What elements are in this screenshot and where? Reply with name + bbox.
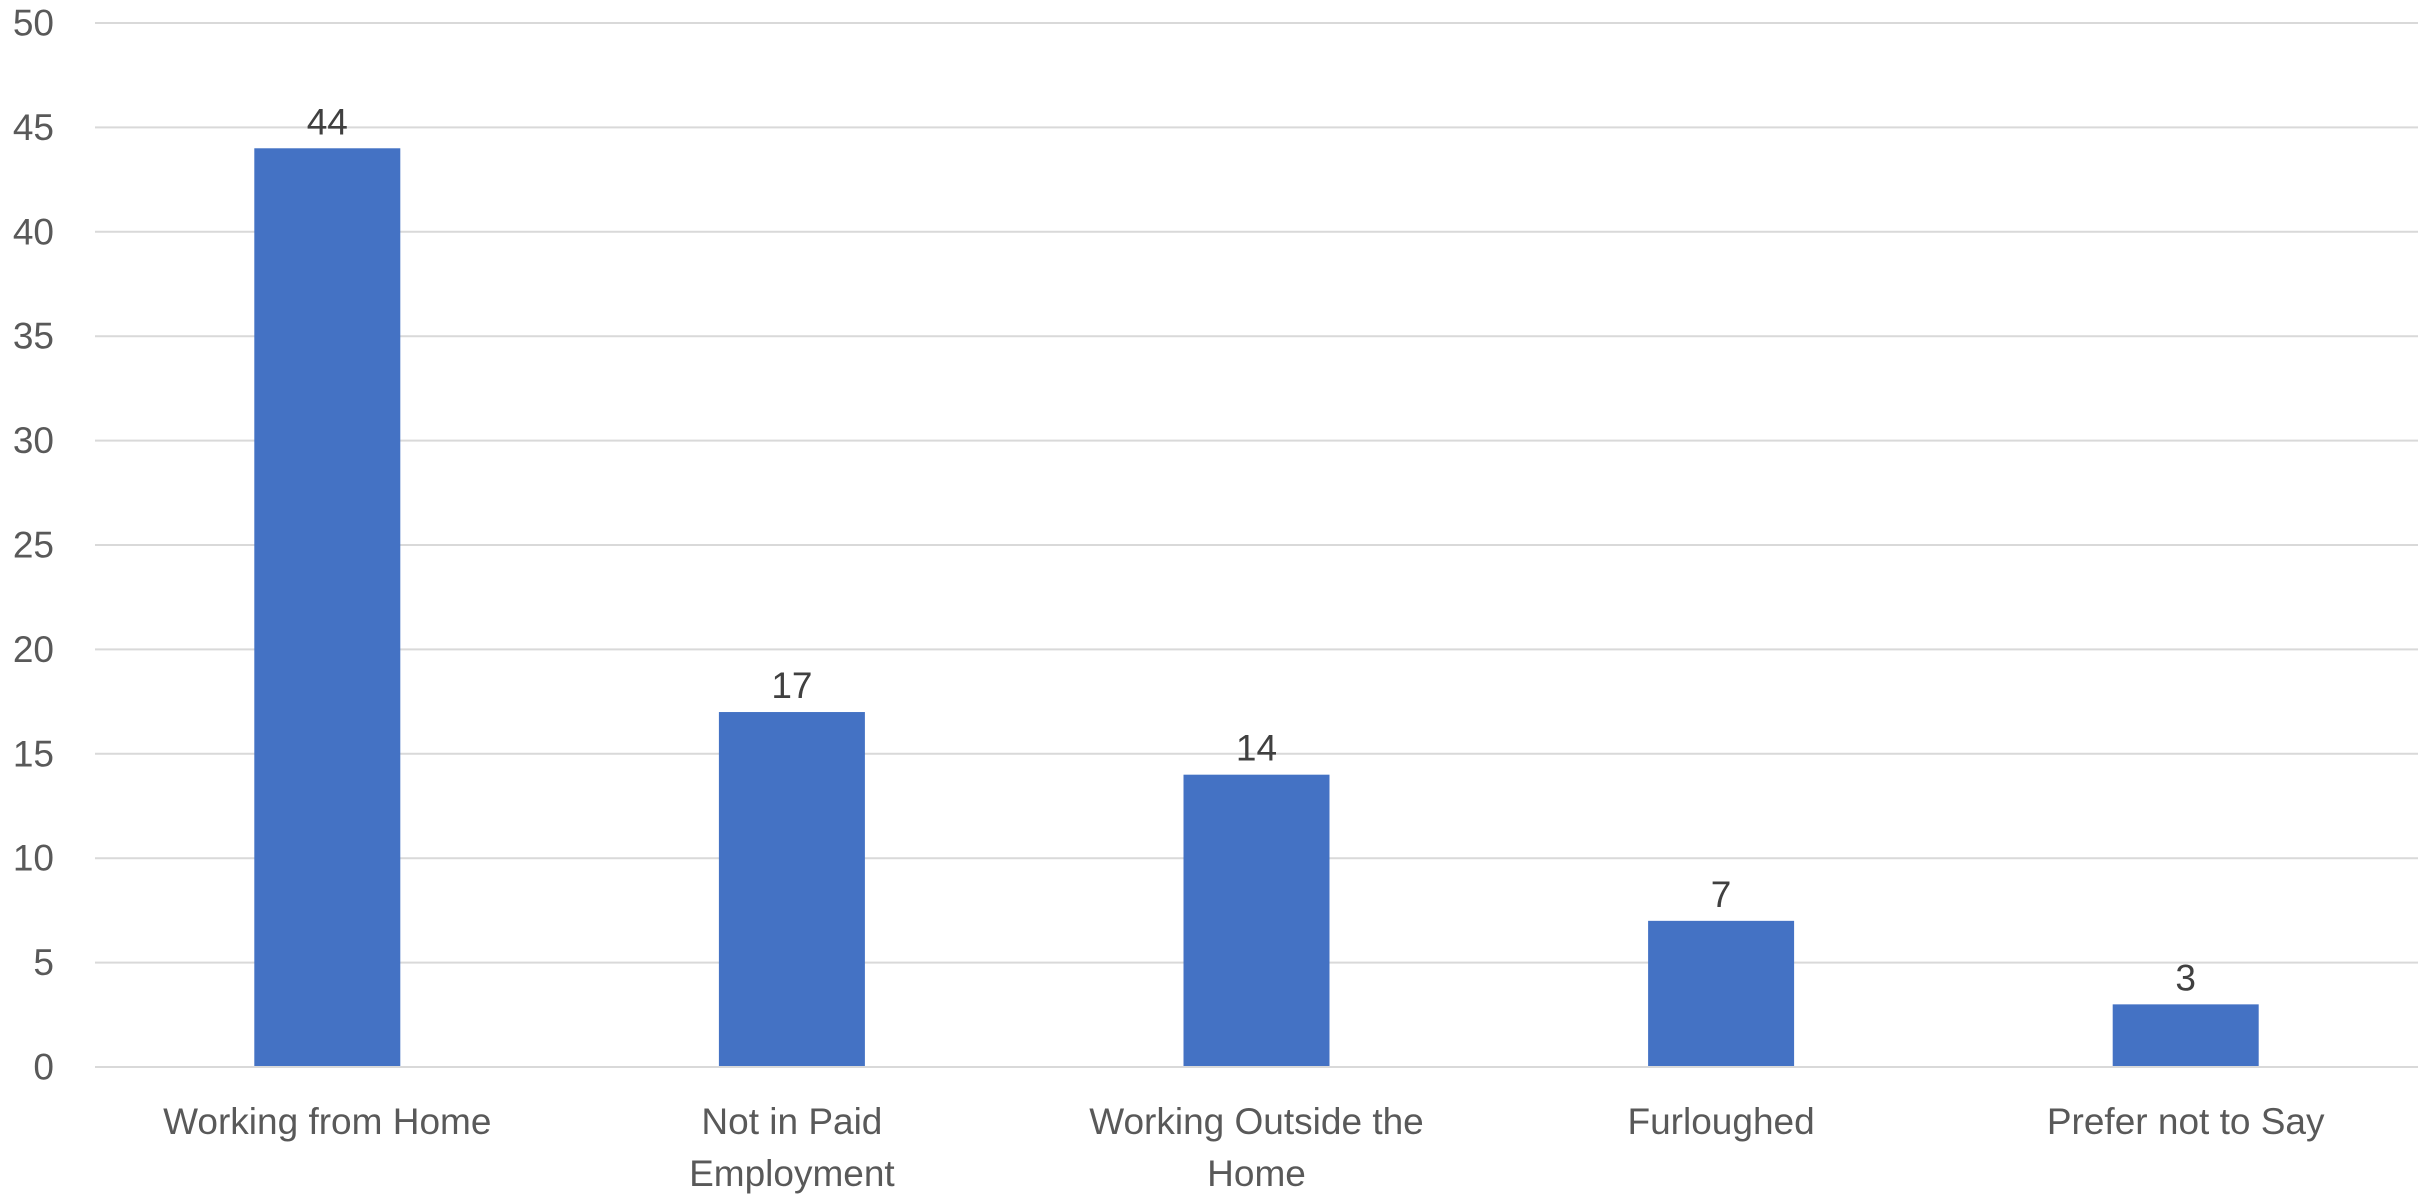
x-category-label: Working from Home	[163, 1101, 491, 1142]
y-tick-label: 45	[13, 107, 54, 148]
bar-not-in-paid-employment	[718, 712, 865, 1067]
data-label: 44	[307, 101, 348, 142]
y-tick-label: 35	[13, 316, 54, 357]
x-axis-category-labels: Working from Home Not in Paid Employment Wo…	[163, 1101, 2325, 1194]
x-category-label: Working Outside the Home	[1089, 1101, 1424, 1194]
data-label: 17	[771, 665, 812, 706]
data-label: 7	[1711, 874, 1732, 915]
y-tick-label: 15	[13, 733, 54, 774]
y-tick-label: 10	[13, 838, 54, 879]
data-labels: 44 17 14 7 3	[307, 101, 2196, 998]
y-tick-label: 20	[13, 629, 54, 670]
x-category-label-line: Not in Paid	[701, 1101, 882, 1142]
x-category-label-line: Furloughed	[1628, 1101, 1815, 1142]
x-category-label-line: Prefer not to Say	[2047, 1101, 2325, 1142]
data-label: 14	[1236, 728, 1277, 769]
x-category-label-line: Employment	[689, 1153, 895, 1194]
data-label: 3	[2175, 957, 2196, 998]
y-tick-label: 30	[13, 420, 54, 461]
gridlines	[95, 22, 2418, 964]
x-category-label: Not in Paid Employment	[689, 1101, 895, 1194]
y-axis-tick-labels: 0 5 10 15 20 25 30 35 40 45 50	[13, 3, 54, 1088]
y-tick-label: 50	[13, 3, 54, 44]
x-category-label-line: Home	[1207, 1153, 1306, 1194]
x-category-label: Prefer not to Say	[2047, 1101, 2325, 1142]
y-tick-label: 0	[33, 1047, 54, 1088]
bar-working-outside-the-home	[1183, 774, 1330, 1067]
bar-working-from-home	[254, 148, 401, 1067]
x-category-label-line: Working Outside the	[1089, 1101, 1424, 1142]
x-category-label-line: Working from Home	[163, 1101, 491, 1142]
y-tick-label: 5	[33, 942, 54, 983]
x-category-label: Furloughed	[1628, 1101, 1815, 1142]
y-tick-label: 40	[13, 211, 54, 252]
y-tick-label: 25	[13, 525, 54, 566]
bars	[254, 148, 2259, 1067]
bar-prefer-not-to-say	[2112, 1004, 2259, 1067]
bar-furloughed	[1648, 920, 1795, 1067]
